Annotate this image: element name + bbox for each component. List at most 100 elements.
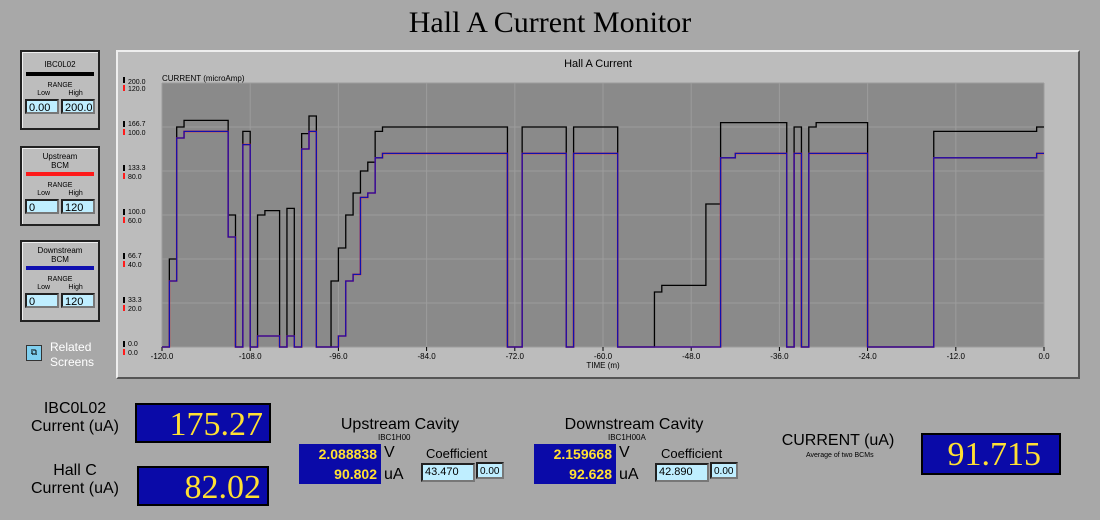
page-title: Hall A Current Monitor (408, 6, 692, 39)
y-tick-label-red: 40.0 (128, 262, 142, 269)
related-label-line2: Screens (50, 355, 95, 369)
downstream-coef-input[interactable]: 42.890 (655, 463, 709, 482)
downstream-offset-input[interactable]: 0.00 (710, 462, 738, 479)
y-tick-marker-red (123, 173, 125, 179)
y-tick-label-black: 0.0 (128, 341, 138, 348)
high-label: High (68, 284, 83, 291)
ibc0l02-current-value: 175.27 (135, 403, 271, 443)
x-tick-label: -72.0 (506, 352, 525, 361)
downstream-ua-unit: uA (619, 466, 639, 483)
range-low-input[interactable]: 0 (25, 199, 59, 214)
downstream-volt-unit: V (619, 444, 630, 461)
y-tick-marker-black (123, 77, 125, 83)
upstream-coef-label: Coefficient (426, 446, 488, 461)
y-tick-label-black: 166.7 (128, 121, 146, 128)
upstream-coef-input[interactable]: 43.470 (421, 463, 475, 482)
legend-ibc0l02: IBC0L02 RANGE Low High 0.00 200.0 (20, 50, 100, 130)
y-tick-marker-black (123, 121, 125, 127)
related-screens-button[interactable]: ⧉ (26, 345, 42, 361)
downstream-current: 92.628 (534, 464, 616, 484)
series-line-downstream-bcm (162, 130, 1044, 348)
y-tick-marker-black (123, 253, 125, 259)
upstream-ua-unit: uA (384, 466, 404, 483)
x-tick-label: -108.0 (239, 352, 262, 361)
upstream-volt-unit: V (384, 444, 395, 461)
current-title: CURRENT (uA) (781, 432, 895, 449)
current-chart: Hall A Current CURRENT (microAmp) TIME (… (123, 58, 1050, 370)
x-tick-label: -24.0 (858, 352, 877, 361)
range-label: RANGE (47, 276, 73, 283)
range-low-input[interactable]: 0 (25, 293, 59, 308)
y-tick-marker-red (123, 305, 125, 311)
x-tick-label: 0.0 (1038, 352, 1050, 361)
y-tick-label-red: 20.0 (128, 306, 142, 313)
chart-panel: Hall A Current CURRENT (microAmp) TIME (… (116, 50, 1080, 379)
upstream-current: 90.802 (299, 464, 381, 484)
range-low-input[interactable]: 0.00 (25, 99, 59, 114)
x-tick-label: -36.0 (770, 352, 789, 361)
upstream-title: Upstream Cavity (340, 416, 460, 433)
y-tick-marker-black (123, 297, 125, 303)
y-tick-marker-red (123, 217, 125, 223)
legend-upstream-bcm: Upstream BCM RANGE Low High 0 120 (20, 146, 100, 226)
hallc-current-value: 82.02 (137, 466, 269, 506)
average-current-value: 91.715 (921, 433, 1061, 475)
y-axis-label: CURRENT (microAmp) (162, 74, 245, 83)
y-tick-label-red: 80.0 (128, 174, 142, 181)
range-high-input[interactable]: 120 (61, 199, 95, 214)
x-tick-label: -84.0 (417, 352, 436, 361)
ibc0l02-label-line2: Current (uA) (30, 418, 120, 435)
y-tick-label-red: 60.0 (128, 218, 142, 225)
tick-labels: -120.0 -108.0 -96.0 -84.0 -72.0 -60.0 -48.0 -36… (123, 77, 1050, 361)
upstream-voltage: 2.088838 (299, 444, 381, 464)
range-label: RANGE (47, 182, 73, 189)
current-sub: Average of two BCMs (806, 452, 874, 459)
legend-swatch (26, 172, 94, 176)
y-tick-label-black: 33.3 (128, 297, 142, 304)
downstream-coef-label: Coefficient (661, 446, 723, 461)
y-tick-marker-red (123, 349, 125, 355)
y-tick-label-red: 0.0 (128, 350, 138, 357)
range-high-input[interactable]: 120 (61, 293, 95, 308)
downstream-voltage: 2.159668 (534, 444, 616, 464)
y-tick-marker-black (123, 341, 125, 347)
y-tick-marker-red (123, 129, 125, 135)
y-tick-label-black: 66.7 (128, 253, 142, 260)
high-label: High (68, 90, 83, 97)
legend-swatch (26, 72, 94, 76)
series-lines (162, 115, 1044, 348)
downstream-sub: IBC1H00A (608, 433, 646, 442)
y-tick-marker-red (123, 85, 125, 91)
hallc-label-line1: Hall C (53, 462, 97, 479)
legend-downstream-bcm: Downstream BCM RANGE Low High 0 120 (20, 240, 100, 322)
copy-window-icon: ⧉ (30, 347, 38, 357)
related-screens-label[interactable]: Related Screens (50, 340, 94, 370)
y-tick-label-red: 120.0 (128, 86, 146, 93)
y-tick-label-black: 200.0 (128, 79, 146, 86)
ibc0l02-label-line1: IBC0L02 (43, 400, 107, 417)
x-tick-label: -96.0 (329, 352, 348, 361)
legend-swatch (26, 266, 94, 270)
upstream-offset-input[interactable]: 0.00 (476, 462, 504, 479)
hallc-label-line2: Current (uA) (30, 480, 120, 497)
y-tick-label-red: 100.0 (128, 130, 146, 137)
x-tick-label: -60.0 (594, 352, 613, 361)
low-label: Low (37, 90, 51, 97)
legend-name: Downstream BCM (37, 246, 83, 264)
ibc0l02-label: IBC0L02 Current (uA) (20, 400, 130, 436)
y-tick-label-black: 133.3 (128, 165, 146, 172)
chart-title: Hall A Current (564, 58, 632, 70)
downstream-title: Downstream Cavity (564, 416, 704, 433)
hallc-label: Hall C Current (uA) (20, 462, 130, 498)
related-label-line1: Related (50, 340, 92, 354)
low-label: Low (37, 284, 51, 291)
range-high-input[interactable]: 200.0 (61, 99, 95, 114)
y-tick-marker-black (123, 165, 125, 171)
x-tick-label: -12.0 (947, 352, 966, 361)
upstream-sub: IBC1H00 (378, 433, 411, 442)
y-tick-marker-black (123, 209, 125, 215)
range-label: RANGE (47, 82, 73, 89)
y-tick-marker-red (123, 261, 125, 267)
legend-name: Upstream BCM (42, 152, 78, 170)
y-tick-label-black: 100.0 (128, 209, 146, 216)
